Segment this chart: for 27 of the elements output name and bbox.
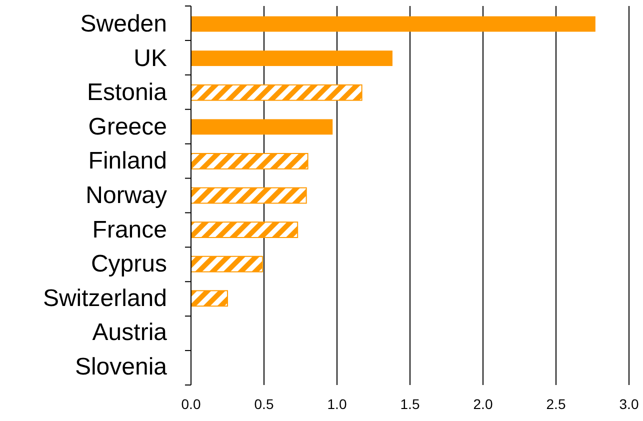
y-tick-label: UK [134, 44, 167, 72]
y-tick-label: Slovenia [74, 353, 168, 380]
bar [191, 50, 392, 66]
y-tick-label: Norway [86, 182, 167, 209]
y-tick-label: France [92, 216, 167, 244]
x-tick-label: 0.5 [254, 396, 274, 412]
x-tick-label: 2.0 [473, 396, 493, 412]
bar [190, 256, 264, 272]
bar [190, 84, 362, 101]
bar [190, 152, 308, 170]
x-tick-label: 0.0 [181, 396, 201, 412]
y-tick-label: Austria [92, 319, 168, 346]
x-tick-label: 1.0 [327, 396, 347, 412]
y-tick-label: Greece [88, 113, 167, 140]
y-tick-label: Sweden [80, 10, 167, 38]
x-tick-label: 2.5 [546, 396, 566, 412]
y-tick-label: Finland [88, 148, 167, 175]
x-tick-label: 1.5 [400, 396, 420, 412]
y-tick-label: Switzerland [42, 284, 167, 312]
y-tick-label: Cyprus [90, 250, 167, 278]
bar [190, 290, 228, 307]
y-tick-label: Estonia [86, 79, 168, 106]
bar [190, 222, 298, 238]
bar [190, 187, 307, 204]
bar [191, 16, 596, 32]
bar [191, 119, 333, 135]
x-tick-label: 3.0 [619, 396, 639, 412]
